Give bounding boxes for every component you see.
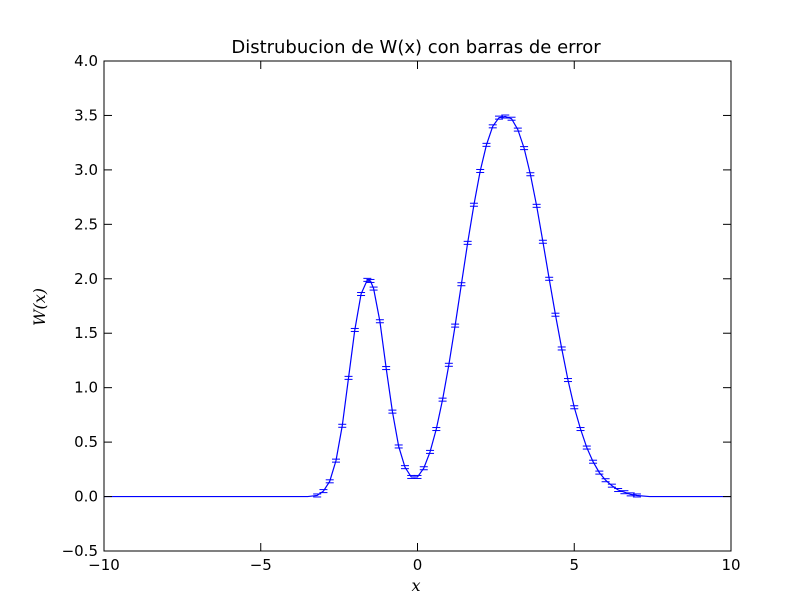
y-tick-label: 2.5 [74,215,98,233]
y-tick-label: 3.0 [74,161,98,179]
x-tick-label: −10 [88,556,120,574]
y-tick-label: 1.0 [74,379,98,397]
y-tick-label: 3.5 [74,106,98,124]
x-tick-label: 0 [413,556,423,574]
x-axis-label: x [411,576,420,595]
y-tick-label: 0.0 [74,488,98,506]
y-axis-label: W(x) [30,288,49,326]
x-tick-label: −5 [250,556,272,574]
y-tick-label: 2.0 [74,270,98,288]
y-tick-label: 1.5 [74,324,98,342]
y-tick-label: −0.5 [62,542,98,560]
x-tick-label: 5 [569,556,579,574]
y-tick-label: 4.0 [74,52,98,70]
chart-title: Distrubucion de W(x) con barras de error [231,37,601,58]
x-tick-label: 10 [721,556,740,574]
y-tick-label: 0.5 [74,433,98,451]
plot-area: −10 −5 0 5 10 −0.5 0.0 0.5 1.0 1.5 2.0 2.5 3.0 3.5 4.0 [62,52,741,574]
